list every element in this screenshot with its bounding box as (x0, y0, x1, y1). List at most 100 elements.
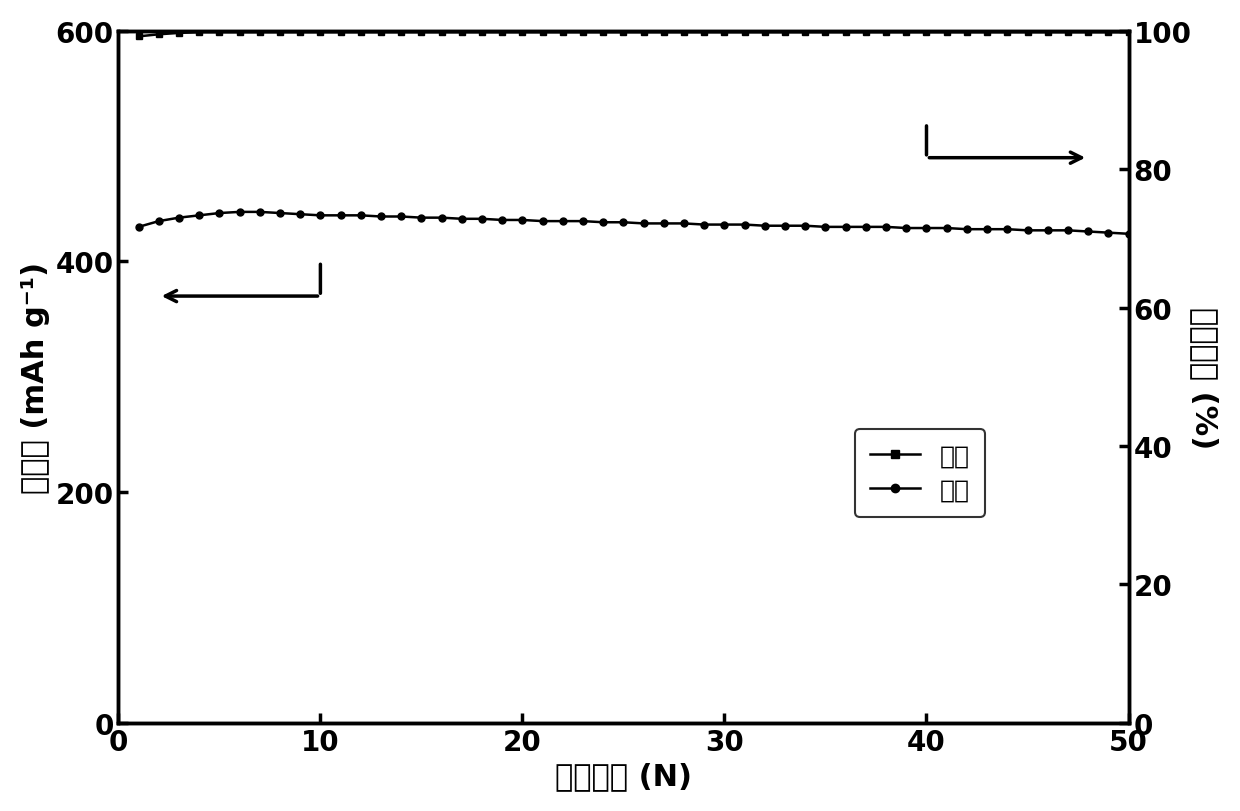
充电 (879, 28, 894, 38)
放电 (879, 223, 894, 233)
放电 (434, 213, 449, 223)
放电 (960, 225, 975, 234)
放电 (1101, 229, 1116, 238)
充电 (899, 28, 914, 38)
放电 (575, 217, 590, 227)
放电 (919, 224, 934, 234)
放电 (999, 225, 1014, 234)
充电 (575, 28, 590, 38)
充电 (999, 28, 1014, 38)
充电 (677, 28, 692, 38)
充电 (797, 28, 812, 38)
充电 (939, 28, 954, 38)
放电 (616, 218, 631, 228)
充电 (717, 28, 732, 38)
放电 (212, 209, 227, 219)
充电 (595, 28, 610, 38)
放电 (899, 224, 914, 234)
充电 (1081, 28, 1096, 38)
充电 (151, 30, 166, 40)
充电 (616, 28, 631, 38)
充电 (293, 28, 308, 38)
充电 (192, 28, 207, 38)
X-axis label: 循环次数 (N): 循环次数 (N) (556, 762, 692, 790)
充电 (636, 28, 651, 38)
放电 (171, 213, 186, 223)
充电 (232, 28, 247, 38)
充电 (515, 28, 529, 38)
充电 (980, 28, 994, 38)
充电 (960, 28, 975, 38)
充电 (273, 28, 288, 38)
放电 (1081, 227, 1096, 237)
充电 (253, 28, 268, 38)
充电 (919, 28, 934, 38)
放电 (758, 221, 773, 231)
充电 (1040, 28, 1055, 38)
充电 (536, 28, 551, 38)
放电 (232, 208, 247, 217)
Legend: 充电, 放电: 充电, 放电 (854, 429, 985, 517)
充电 (495, 28, 510, 38)
充电 (1060, 28, 1075, 38)
放电 (980, 225, 994, 234)
放电 (454, 215, 469, 225)
充电 (1121, 28, 1136, 38)
放电 (595, 218, 610, 228)
充电 (656, 28, 671, 38)
放电 (738, 221, 753, 230)
放电 (334, 211, 348, 221)
放电 (253, 208, 268, 217)
充电 (475, 28, 490, 38)
放电 (1040, 226, 1055, 236)
放电 (1121, 230, 1136, 239)
放电 (838, 223, 853, 233)
放电 (373, 212, 388, 222)
充电 (697, 28, 712, 38)
放电 (556, 217, 570, 227)
充电 (353, 28, 368, 38)
充电 (131, 32, 146, 42)
放电 (858, 223, 873, 233)
放电 (273, 209, 288, 219)
放电 (697, 221, 712, 230)
充电 (858, 28, 873, 38)
放电 (1060, 226, 1075, 236)
放电 (636, 219, 651, 229)
放电 (495, 216, 510, 225)
Line: 放电: 放电 (135, 209, 1132, 238)
充电 (212, 28, 227, 38)
放电 (797, 221, 812, 231)
充电 (1101, 28, 1116, 38)
充电 (334, 28, 348, 38)
放电 (293, 210, 308, 220)
充电 (171, 29, 186, 39)
放电 (394, 212, 409, 222)
放电 (1021, 226, 1035, 236)
充电 (373, 28, 388, 38)
放电 (151, 217, 166, 227)
充电 (1021, 28, 1035, 38)
充电 (838, 28, 853, 38)
Y-axis label: 库仓效率 (%): 库仓效率 (%) (1190, 307, 1219, 448)
充电 (454, 28, 469, 38)
放电 (131, 223, 146, 233)
充电 (818, 28, 833, 38)
充电 (738, 28, 753, 38)
充电 (414, 28, 429, 38)
放电 (677, 219, 692, 229)
放电 (717, 221, 732, 230)
放电 (192, 211, 207, 221)
充电 (434, 28, 449, 38)
放电 (475, 215, 490, 225)
放电 (656, 219, 671, 229)
放电 (777, 221, 792, 231)
充电 (777, 28, 792, 38)
放电 (515, 216, 529, 225)
放电 (818, 223, 833, 233)
放电 (414, 213, 429, 223)
充电 (758, 28, 773, 38)
放电 (536, 217, 551, 227)
充电 (312, 28, 327, 38)
放电 (939, 224, 954, 234)
